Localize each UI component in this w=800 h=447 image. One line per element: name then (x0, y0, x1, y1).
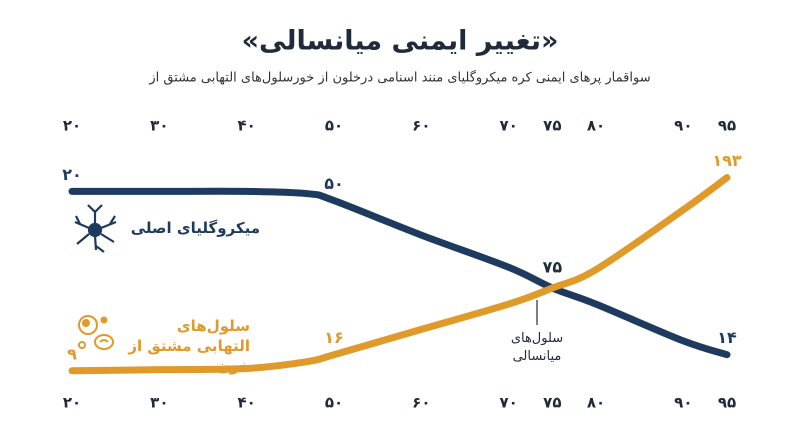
x-tick-label: ۹۰ (674, 394, 692, 412)
point-label: ۵۰ (324, 174, 344, 193)
neuron-icon (74, 204, 117, 253)
x-tick-label: ۵۰ (325, 394, 343, 412)
chart-subtitle: سواقمار پرهای ایمنی کره میکروگلیای منند … (148, 70, 650, 86)
x-tick-label: ۷۰ (500, 394, 518, 412)
x-tick-label: ۶۰ (412, 117, 430, 135)
x-tick-label: ۶۰ (412, 394, 430, 412)
point-label: ۱۴ (717, 328, 737, 347)
x-tick-label: ۷۵ (543, 117, 561, 135)
x-tick-label: ۳۰ (150, 117, 168, 135)
annotation: ۷۵ (543, 258, 563, 277)
x-tick-label: ۸۰ (587, 394, 605, 412)
legend-entry: سلول‌های التهابی مشتق از خون (128, 317, 250, 375)
series-line (68, 174, 731, 375)
x-tick-label: ۲۰ (63, 394, 81, 412)
point-label: ۲۰ (62, 165, 82, 184)
x-tick-label: ۹۰ (674, 117, 692, 135)
legend-entry: میکروگلیای اصلی (130, 219, 260, 237)
series-line (68, 187, 731, 359)
annotation: سلول‌های میانسالی (510, 331, 564, 364)
x-tick-label: ۳۰ (150, 394, 168, 412)
x-tick-label: ۸۰ (587, 117, 605, 135)
x-tick-label: ۴۰ (238, 117, 256, 135)
x-tick-label: ۴۰ (238, 394, 256, 412)
point-label: ۱۹۳ (712, 151, 742, 170)
point-label: ۱۶ (324, 328, 344, 347)
point-label: ۹ (67, 344, 77, 363)
chart-title: «تغییر ایمنی میانسالی» (242, 26, 559, 57)
x-tick-label: ۹۵ (718, 394, 736, 412)
blood-cell-icon (78, 315, 114, 350)
x-tick-label: ۹۵ (718, 117, 736, 135)
x-tick-label: ۷۰ (500, 117, 518, 135)
x-tick-label: ۷۵ (543, 394, 561, 412)
x-tick-label: ۵۰ (325, 117, 343, 135)
x-tick-label: ۲۰ (63, 117, 81, 135)
